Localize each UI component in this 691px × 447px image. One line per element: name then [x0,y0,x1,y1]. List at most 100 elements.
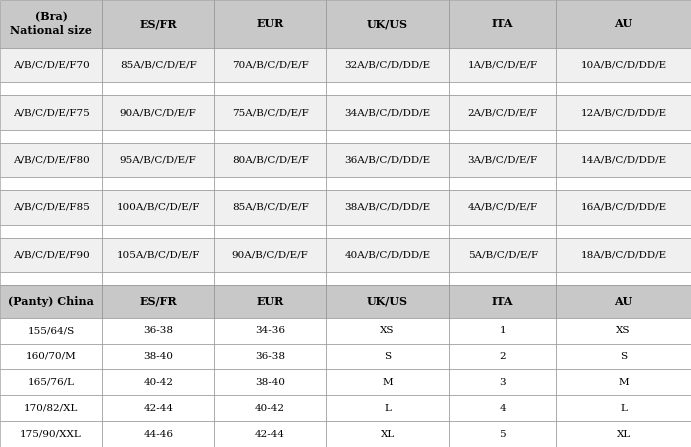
Bar [214,0,326,48]
Bar [214,48,326,82]
Bar [449,395,556,421]
Bar [326,143,449,177]
Bar [326,177,449,190]
Bar [102,395,214,421]
Text: 75A/B/C/D/E/F: 75A/B/C/D/E/F [231,108,309,117]
Text: 85A/B/C/D/E/F: 85A/B/C/D/E/F [120,61,197,70]
Bar [102,130,214,143]
Text: XS: XS [616,326,631,335]
Bar [0,82,102,95]
Text: 18A/B/C/D/DD/E: 18A/B/C/D/DD/E [580,250,667,259]
Bar [102,225,214,238]
Bar [556,395,691,421]
Text: UK/US: UK/US [367,296,408,307]
Bar [102,369,214,395]
Bar [214,318,326,343]
Bar [556,369,691,395]
Text: A/B/C/D/E/F80: A/B/C/D/E/F80 [12,156,90,164]
Bar [102,190,214,225]
Bar [556,48,691,82]
Text: 3A/B/C/D/E/F: 3A/B/C/D/E/F [468,156,538,164]
Bar [214,285,326,318]
Text: 32A/B/C/D/DD/E: 32A/B/C/D/DD/E [345,61,430,70]
Bar [449,225,556,238]
Bar [556,95,691,130]
Text: AU: AU [614,296,633,307]
Text: 44-46: 44-46 [143,430,173,439]
Bar [102,82,214,95]
Bar [449,238,556,272]
Text: 16A/B/C/D/DD/E: 16A/B/C/D/DD/E [580,203,667,212]
Bar [556,143,691,177]
Text: 105A/B/C/D/E/F: 105A/B/C/D/E/F [117,250,200,259]
Bar [449,177,556,190]
Bar [0,143,102,177]
Text: 90A/B/C/D/E/F: 90A/B/C/D/E/F [231,250,309,259]
Text: 5A/B/C/D/E/F: 5A/B/C/D/E/F [468,250,538,259]
Bar [449,369,556,395]
Bar [0,285,102,318]
Bar [102,238,214,272]
Text: 34A/B/C/D/DD/E: 34A/B/C/D/DD/E [345,108,430,117]
Bar [449,130,556,143]
Bar [326,95,449,130]
Text: 165/76/L: 165/76/L [28,378,75,387]
Bar [326,369,449,395]
Bar [449,95,556,130]
Text: 70A/B/C/D/E/F: 70A/B/C/D/E/F [231,61,309,70]
Bar [449,0,556,48]
Bar [326,395,449,421]
Bar [0,369,102,395]
Text: (Panty) China: (Panty) China [8,296,94,307]
Bar [556,421,691,447]
Text: A/B/C/D/E/F70: A/B/C/D/E/F70 [12,61,90,70]
Text: XS: XS [381,326,395,335]
Bar [326,48,449,82]
Text: 36-38: 36-38 [255,352,285,361]
Bar [556,177,691,190]
Text: 5: 5 [500,430,506,439]
Bar [102,48,214,82]
Bar [326,421,449,447]
Text: 85A/B/C/D/E/F: 85A/B/C/D/E/F [231,203,309,212]
Bar [102,177,214,190]
Bar [0,190,102,225]
Bar [0,343,102,369]
Text: 80A/B/C/D/E/F: 80A/B/C/D/E/F [231,156,309,164]
Text: 95A/B/C/D/E/F: 95A/B/C/D/E/F [120,156,197,164]
Bar [214,177,326,190]
Text: 36-38: 36-38 [143,326,173,335]
Text: 155/64/S: 155/64/S [28,326,75,335]
Bar [102,285,214,318]
Text: 40-42: 40-42 [143,378,173,387]
Text: 12A/B/C/D/DD/E: 12A/B/C/D/DD/E [580,108,667,117]
Bar [214,343,326,369]
Bar [326,343,449,369]
Text: 160/70/M: 160/70/M [26,352,77,361]
Text: 40A/B/C/D/DD/E: 40A/B/C/D/DD/E [345,250,430,259]
Text: ITA: ITA [492,18,513,30]
Text: EUR: EUR [256,18,284,30]
Bar [214,82,326,95]
Bar [556,343,691,369]
Bar [326,238,449,272]
Bar [214,421,326,447]
Bar [0,421,102,447]
Bar [326,272,449,285]
Bar [556,285,691,318]
Text: A/B/C/D/E/F85: A/B/C/D/E/F85 [12,203,90,212]
Bar [326,130,449,143]
Bar [0,395,102,421]
Bar [556,82,691,95]
Bar [0,177,102,190]
Bar [326,225,449,238]
Bar [0,318,102,343]
Text: 2A/B/C/D/E/F: 2A/B/C/D/E/F [468,108,538,117]
Bar [556,318,691,343]
Text: S: S [620,352,627,361]
Text: 4: 4 [500,404,506,413]
Bar [449,82,556,95]
Bar [556,190,691,225]
Text: 38A/B/C/D/DD/E: 38A/B/C/D/DD/E [345,203,430,212]
Text: A/B/C/D/E/F75: A/B/C/D/E/F75 [12,108,90,117]
